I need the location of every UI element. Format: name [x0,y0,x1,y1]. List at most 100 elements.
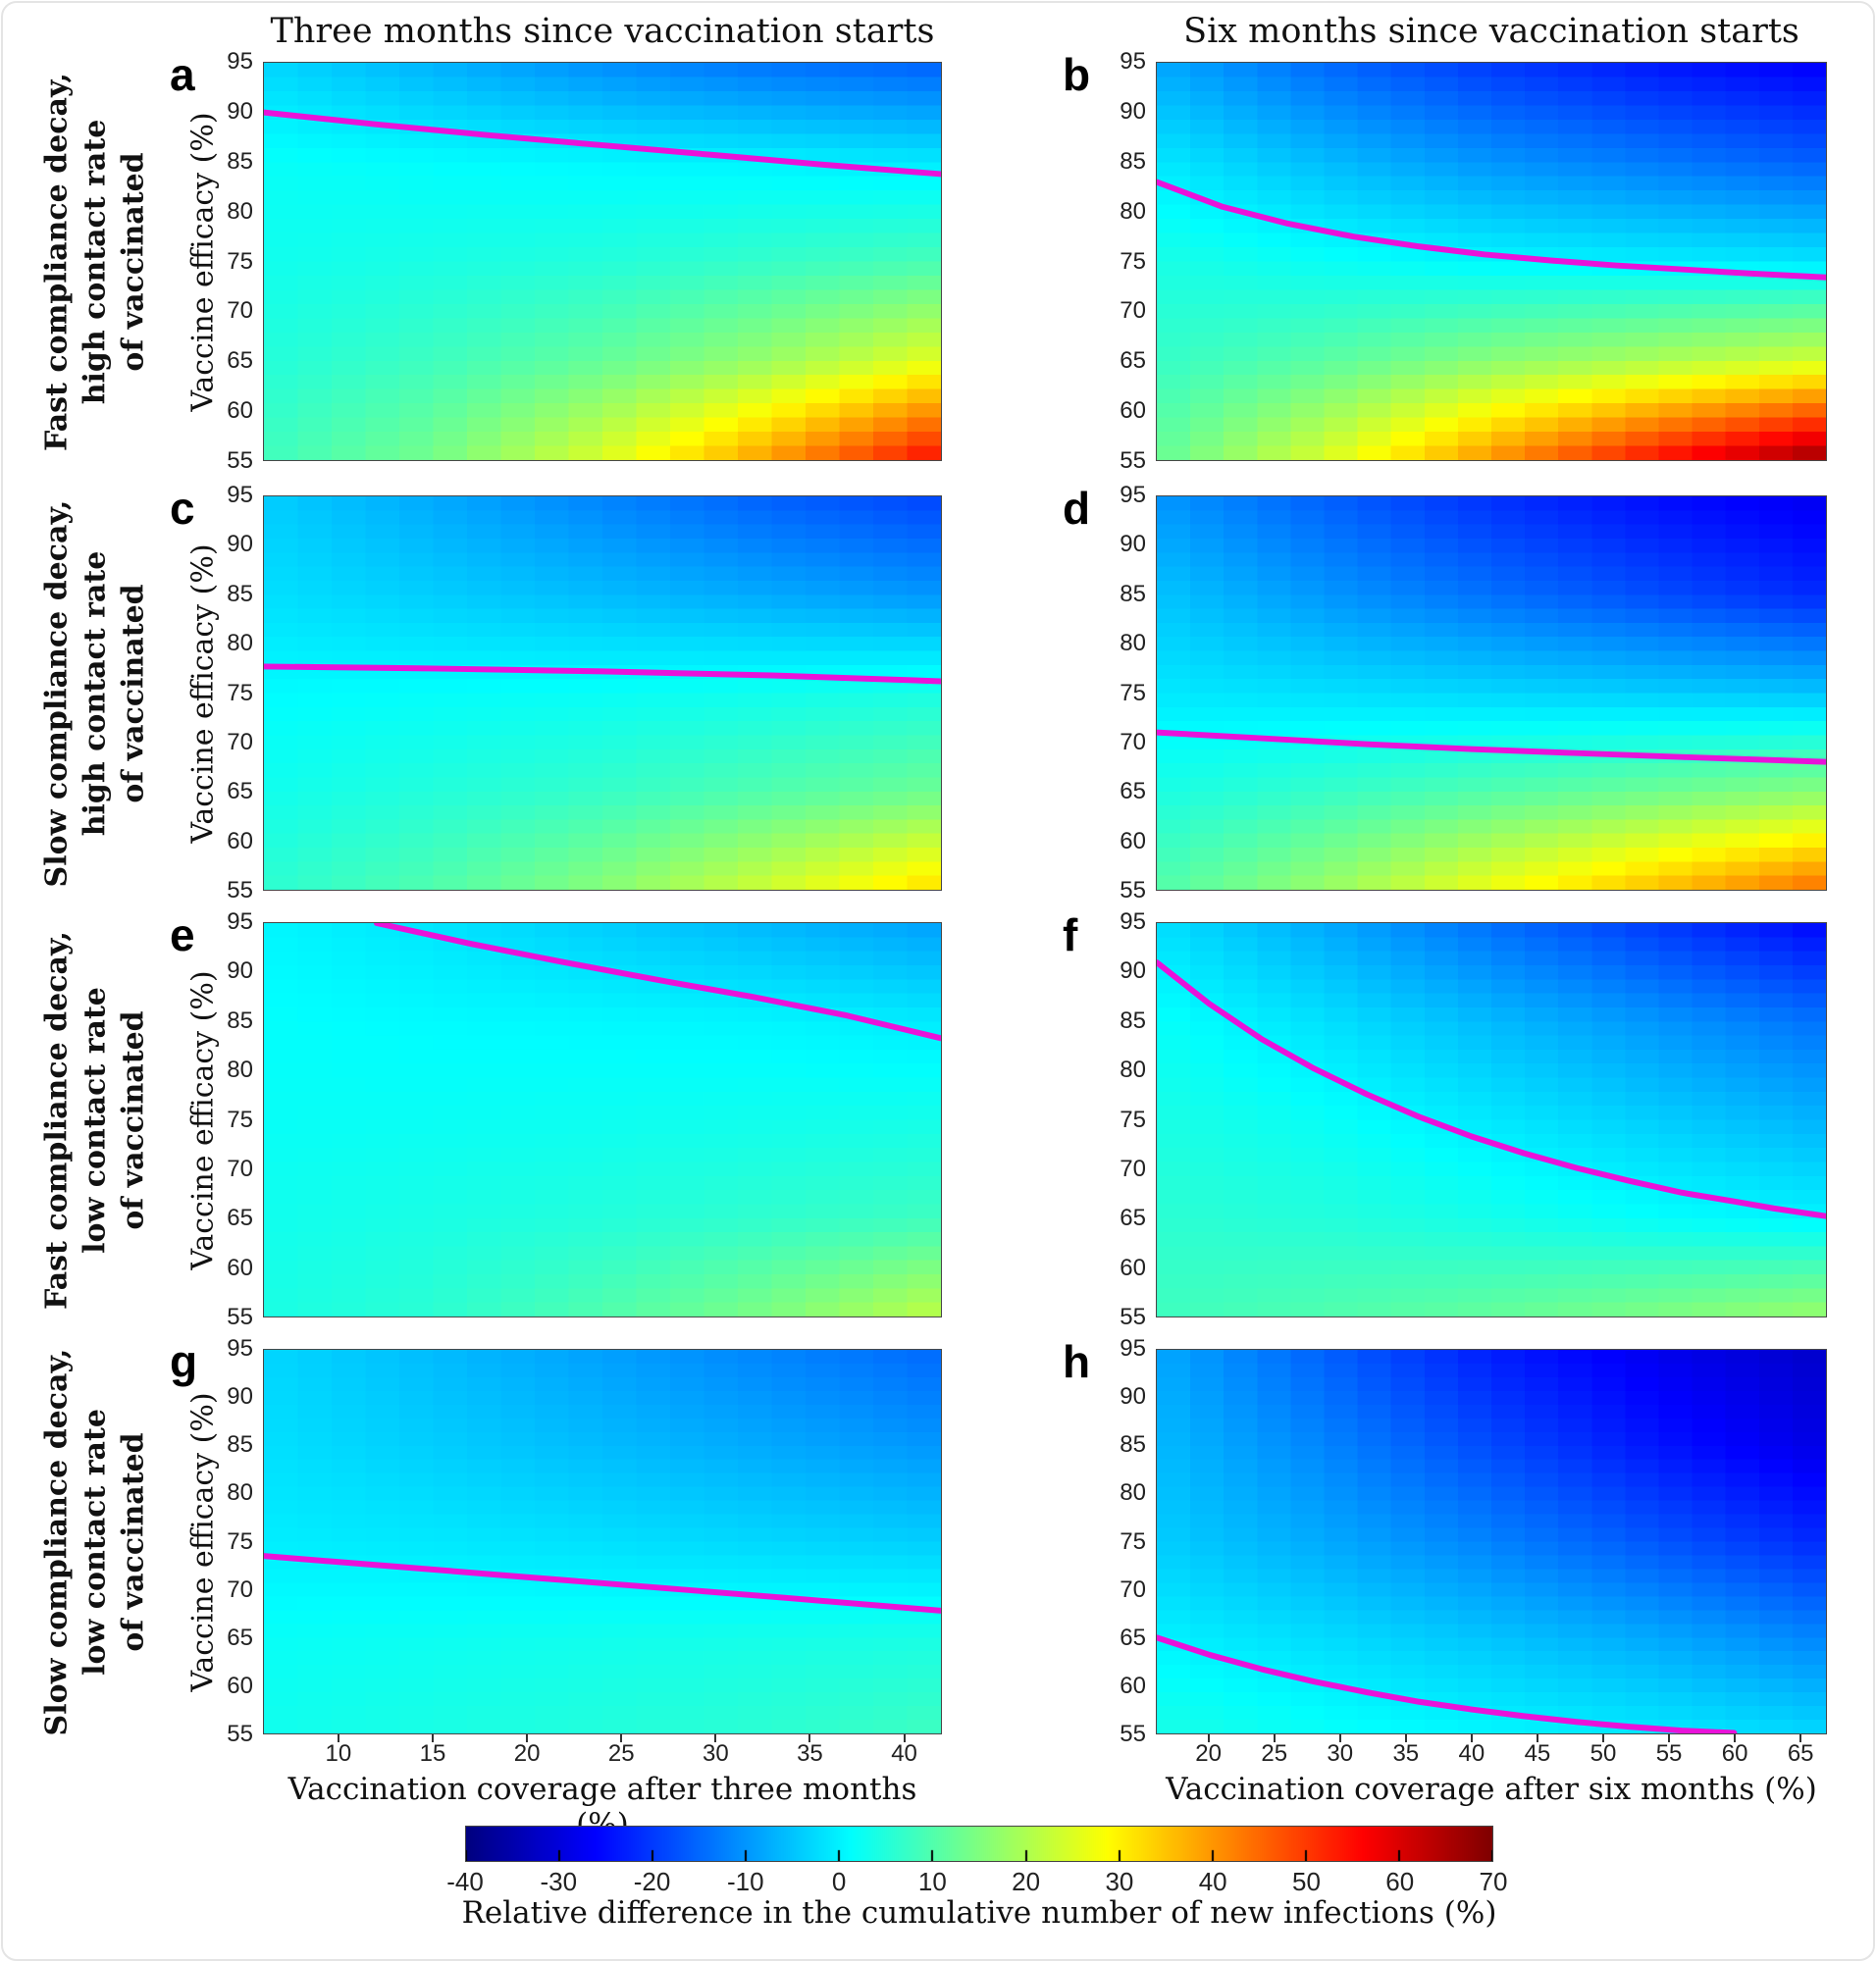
x-tick-label: 25 [607,1740,635,1767]
zero-contour-overlay-b [1157,179,1826,281]
heatmap-panel-g [263,1349,942,1734]
heatmap-canvas-b [1157,63,1826,460]
y-tick-label: 65 [1120,1205,1146,1232]
heatmap-panel-c [263,495,942,891]
y-tick-label: 75 [227,1106,253,1133]
y-tick-label: 80 [1120,1057,1146,1084]
row-label-line: high contact rate [78,550,113,836]
y-tick-label: 60 [227,1254,253,1281]
colorbar-tick-label: -10 [727,1867,764,1896]
row-label-text: Fast compliance decay, high contact rate o… [38,73,153,451]
y-tick-label: 95 [227,482,253,508]
y-tick-label: 70 [227,1575,253,1603]
heatmap-panel-d [1156,495,1827,891]
y-tick-label: 80 [227,1479,253,1507]
row-label-line: of vaccinated [116,1431,151,1652]
y-tick-label: 90 [1120,957,1146,985]
x-tick-mark [714,1734,717,1742]
y-tick-label: 70 [1120,728,1146,755]
x-tick-mark [1799,1734,1802,1742]
y-tick-label: 80 [227,197,253,225]
colorbar-tick-label: 40 [1198,1867,1227,1896]
heatmap-canvas-g [264,1350,941,1733]
y-tick-label: 95 [227,908,253,935]
panel-letter-a: a [170,49,195,100]
zero-contour-line-b [1157,179,1826,281]
colorbar-tick-label: 30 [1105,1867,1134,1896]
y-tick-label: 55 [227,877,253,904]
heatmap-canvas-d [1157,496,1826,890]
colorbar-tick-label: 0 [831,1867,847,1896]
y-tick-label: 85 [1120,147,1146,175]
x-tick-mark [1404,1734,1407,1742]
y-tick-label: 75 [1120,1106,1146,1133]
y-tick-label: 70 [1120,297,1146,325]
zero-contour-overlay-f [1157,959,1826,1219]
zero-contour-line-e [373,923,941,1042]
x-tick-mark [1338,1734,1341,1742]
y-tick-label: 90 [227,531,253,558]
x-tick-mark [808,1734,811,1742]
y-tick-label: 55 [1120,877,1146,904]
y-tick-label: 55 [227,1304,253,1330]
x-tick-mark [903,1734,906,1742]
row-label-line: low contact rate [78,986,113,1254]
zero-contour-line-f [1157,959,1826,1219]
x-tick-label: 35 [797,1740,823,1767]
x-tick-mark [1207,1734,1210,1742]
zero-contour-line-c [264,663,941,685]
column-title-six-months: Six months since vaccination starts [1183,12,1799,51]
heatmap-panel-a [263,62,942,461]
y-tick-label: 60 [227,397,253,425]
x-tick-label: 40 [891,1740,917,1767]
colorbar-tick-label: 70 [1479,1867,1508,1896]
y-tick-label: 70 [1120,1155,1146,1182]
panel-letter-h: h [1063,1336,1091,1387]
row-label-line: high contact rate [78,119,113,404]
y-tick-label: 90 [227,1383,253,1411]
y-tick-label: 55 [1120,1721,1146,1747]
y-tick-label: 55 [1120,1304,1146,1330]
y-tick-label: 65 [227,1624,253,1651]
row-label-line: of vaccinated [116,1009,151,1230]
x-tick-label: 65 [1787,1740,1814,1767]
y-tick-label: 95 [1120,1335,1146,1362]
y-tick-label: 65 [227,1205,253,1232]
y-tick-label: 70 [227,1155,253,1182]
y-tick-label: 85 [227,580,253,607]
y-tick-label: 65 [1120,347,1146,375]
zero-contour-line-d [1157,729,1826,765]
y-tick-label: 60 [1120,397,1146,425]
row-label-line: of vaccinated [116,583,151,803]
colorbar-tick-label: 20 [1012,1867,1041,1896]
y-tick-label: 90 [1120,1383,1146,1411]
y-tick-label: 90 [227,957,253,985]
y-tick-label: 60 [227,1672,253,1699]
x-tick-label: 55 [1655,1740,1683,1767]
x-tick-label: 30 [702,1740,729,1767]
y-tick-label: 70 [227,297,253,325]
y-tick-label: 55 [227,447,253,474]
colorbar-label: Relative difference in the cumulative nu… [461,1895,1497,1931]
row-label-line: low contact rate [78,1408,113,1676]
row-label-2: Slow compliance decay, high contact rate o… [18,495,173,891]
row-label-text: Slow compliance decay, high contact rate o… [38,499,153,887]
x-tick-mark [337,1734,339,1742]
x-tick-label: 20 [1195,1740,1222,1767]
x-tick-label: 60 [1721,1740,1748,1767]
row-label-3: Fast compliance decay, low contact rate of… [18,922,173,1317]
heatmap-panel-h [1156,1349,1827,1734]
y-tick-label: 80 [227,1057,253,1084]
y-tick-label: 95 [227,1335,253,1362]
heatmap-canvas-e [264,923,941,1317]
y-tick-label: 80 [227,630,253,657]
colorbar-tick-label: 10 [917,1867,947,1896]
panel-letter-f: f [1063,909,1078,960]
y-tick-label: 85 [1120,1007,1146,1034]
x-tick-label: 30 [1327,1740,1354,1767]
y-tick-label: 85 [227,147,253,175]
x-tick-label: 50 [1589,1740,1617,1767]
row-label-line: Fast compliance decay, [39,72,75,451]
y-tick-label: 90 [1120,531,1146,558]
